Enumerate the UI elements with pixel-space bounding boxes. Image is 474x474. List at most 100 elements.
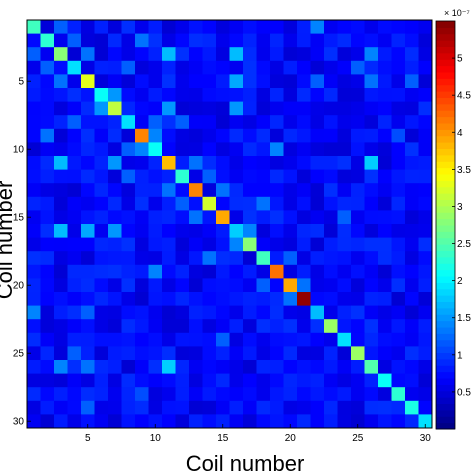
heatmap-cell bbox=[270, 414, 284, 429]
heatmap-cell bbox=[202, 292, 217, 306]
heatmap-cell bbox=[121, 251, 136, 266]
heatmap-cell bbox=[364, 387, 379, 402]
heatmap-cell bbox=[27, 264, 41, 279]
heatmap-cell bbox=[229, 169, 244, 184]
heatmap-cell bbox=[391, 128, 406, 143]
heatmap-cell bbox=[54, 33, 68, 48]
heatmap-cell bbox=[229, 47, 244, 62]
heatmap-cell bbox=[94, 74, 109, 89]
heatmap-cells bbox=[27, 20, 433, 429]
heatmap-cell bbox=[202, 264, 217, 279]
heatmap-cell bbox=[391, 400, 406, 415]
heatmap-cell bbox=[256, 346, 271, 361]
heatmap-cell bbox=[189, 387, 203, 402]
heatmap-cell bbox=[418, 414, 433, 429]
heatmap-cell bbox=[418, 88, 433, 102]
heatmap-cell bbox=[189, 224, 203, 238]
heatmap-cell bbox=[283, 60, 298, 75]
heatmap-cell bbox=[202, 319, 217, 334]
y-tick-label: 5 bbox=[18, 77, 24, 88]
heatmap-cell bbox=[297, 387, 311, 402]
heatmap-cell bbox=[324, 278, 338, 293]
heatmap-cell bbox=[243, 373, 257, 388]
heatmap-cell bbox=[364, 88, 379, 102]
heatmap-cell bbox=[378, 264, 392, 279]
heatmap-cell bbox=[405, 210, 419, 225]
colorbar-segment bbox=[436, 161, 455, 169]
heatmap-cell bbox=[378, 20, 392, 34]
heatmap-cell bbox=[202, 346, 217, 361]
heatmap-cell bbox=[243, 210, 257, 225]
heatmap-cell bbox=[216, 346, 230, 361]
heatmap-cell bbox=[81, 210, 95, 225]
heatmap-cell bbox=[283, 74, 298, 89]
heatmap-cell bbox=[135, 360, 149, 374]
heatmap-cell bbox=[175, 183, 190, 198]
heatmap-cell bbox=[364, 346, 379, 361]
heatmap-cell bbox=[256, 237, 271, 252]
heatmap-cell bbox=[67, 305, 82, 320]
heatmap-cell bbox=[405, 414, 419, 429]
heatmap-cell bbox=[283, 33, 298, 48]
heatmap-cell bbox=[40, 20, 55, 34]
heatmap-cell bbox=[54, 196, 68, 211]
heatmap-cell bbox=[40, 373, 55, 388]
heatmap-cell bbox=[256, 101, 271, 116]
heatmap-cell bbox=[27, 224, 41, 238]
colorbar-segment bbox=[436, 97, 455, 105]
heatmap-cell bbox=[243, 47, 257, 62]
heatmap-cell bbox=[364, 373, 379, 388]
heatmap-cell bbox=[67, 278, 82, 293]
heatmap-cell bbox=[121, 88, 136, 102]
heatmap-cell bbox=[175, 142, 190, 157]
heatmap-cell bbox=[418, 196, 433, 211]
heatmap-cell bbox=[202, 128, 217, 143]
heatmap-cell bbox=[67, 373, 82, 388]
heatmap-cell bbox=[81, 278, 95, 293]
heatmap-cell bbox=[283, 278, 298, 293]
colorbar-segment bbox=[436, 84, 455, 92]
heatmap-cell bbox=[324, 20, 338, 34]
heatmap-cell bbox=[54, 237, 68, 252]
heatmap-cell bbox=[189, 332, 203, 347]
colorbar-segment bbox=[436, 250, 455, 258]
heatmap-cell bbox=[337, 47, 352, 62]
heatmap-cell bbox=[108, 305, 122, 320]
heatmap-cell bbox=[351, 400, 365, 415]
heatmap-cell bbox=[54, 20, 68, 34]
heatmap-cell bbox=[229, 332, 244, 347]
heatmap-cell bbox=[378, 183, 392, 198]
heatmap-cell bbox=[94, 373, 109, 388]
heatmap-cell bbox=[27, 292, 41, 306]
heatmap-cell bbox=[418, 33, 433, 48]
heatmap-cell bbox=[54, 224, 68, 238]
heatmap-cell bbox=[391, 115, 406, 130]
heatmap-cell bbox=[351, 251, 365, 266]
heatmap-cell bbox=[135, 60, 149, 75]
heatmap-cell bbox=[351, 33, 365, 48]
heatmap-cell bbox=[310, 305, 325, 320]
heatmap-cell bbox=[297, 169, 311, 184]
heatmap-cell bbox=[391, 169, 406, 184]
colorbar-segment bbox=[436, 78, 455, 86]
heatmap-cell bbox=[40, 196, 55, 211]
heatmap-cell bbox=[229, 292, 244, 306]
x-axis-label: Coil number bbox=[186, 451, 305, 474]
heatmap-cell bbox=[148, 278, 163, 293]
heatmap-cell bbox=[108, 60, 122, 75]
heatmap-cell bbox=[27, 387, 41, 402]
colorbar-segment bbox=[436, 46, 455, 54]
heatmap-cell bbox=[216, 264, 230, 279]
heatmap-cell bbox=[189, 264, 203, 279]
heatmap-cell bbox=[216, 183, 230, 198]
heatmap-cell bbox=[243, 196, 257, 211]
heatmap-cell bbox=[54, 360, 68, 374]
heatmap-cell bbox=[391, 196, 406, 211]
heatmap-cell bbox=[229, 387, 244, 402]
heatmap-cell bbox=[337, 305, 352, 320]
heatmap-cell bbox=[229, 128, 244, 143]
heatmap-cell bbox=[202, 210, 217, 225]
heatmap-cell bbox=[27, 278, 41, 293]
heatmap-cell bbox=[378, 74, 392, 89]
heatmap-cell bbox=[270, 224, 284, 238]
